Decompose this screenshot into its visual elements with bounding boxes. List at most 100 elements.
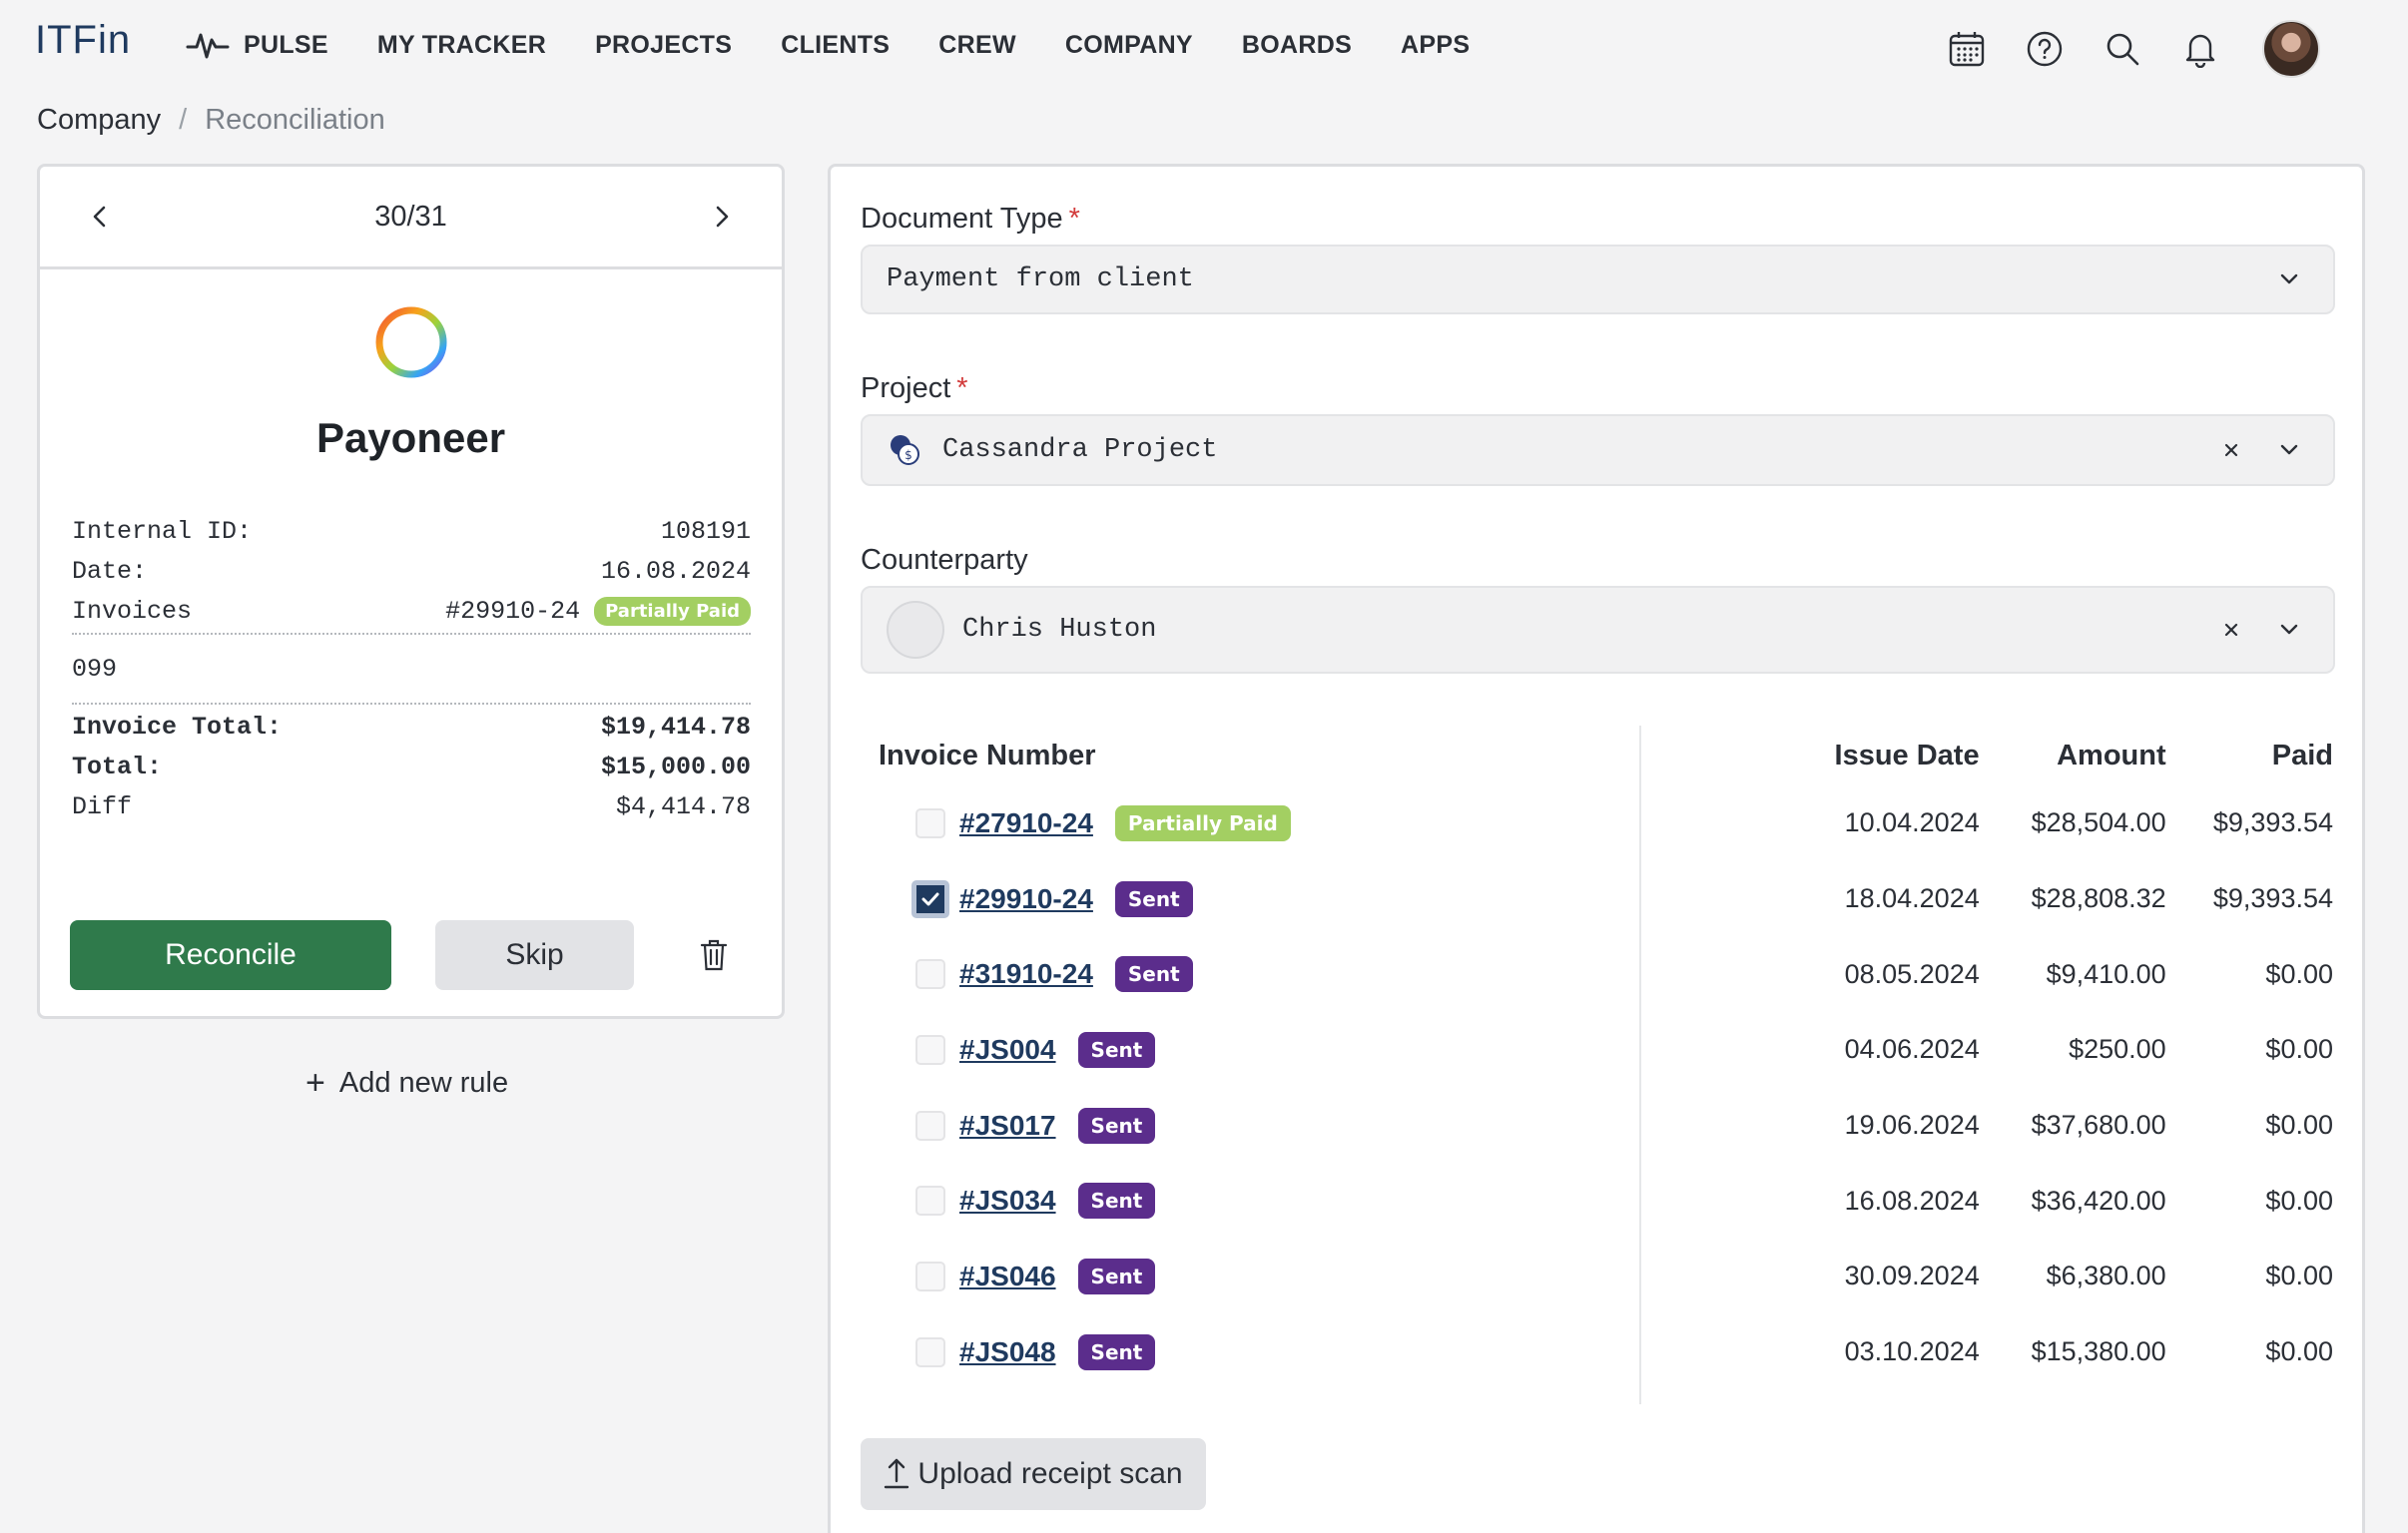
plus-icon: + xyxy=(305,1064,325,1102)
chevron-down-icon[interactable] xyxy=(2269,259,2309,299)
search-icon[interactable] xyxy=(2103,29,2142,69)
status-badge: Sent xyxy=(1077,1031,1156,1068)
amount-cell: $36,420.00 xyxy=(2031,1185,2166,1216)
detail-label: Date: xyxy=(72,556,148,586)
row-checkbox[interactable] xyxy=(915,1186,945,1217)
nav-items: PULSE MY TRACKER PROJECTS CLIENTS CREW C… xyxy=(186,28,1518,62)
header-paid[interactable]: Paid xyxy=(2271,739,2333,771)
upload-receipt-button[interactable]: Upload receipt scan xyxy=(861,1438,1206,1510)
counterparty-label: Counterparty xyxy=(861,544,1028,576)
amount-cell: $28,504.00 xyxy=(2031,807,2166,838)
row-checkbox[interactable] xyxy=(911,879,949,918)
row-checkbox[interactable] xyxy=(915,1261,945,1291)
row-checkbox[interactable] xyxy=(915,807,945,838)
amount-cell: $15,380.00 xyxy=(2031,1336,2166,1367)
chevron-down-icon[interactable] xyxy=(2269,430,2309,470)
clear-icon[interactable] xyxy=(2211,610,2251,650)
pulse-icon xyxy=(186,33,230,59)
pager-count: 30/31 xyxy=(374,200,447,233)
invoice-cell: #JS048 Sent xyxy=(879,1333,1645,1370)
issue-date-cell: 03.10.2024 xyxy=(1844,1336,1980,1367)
nav-crew[interactable]: CREW xyxy=(938,30,1016,59)
field-label-text: Project xyxy=(861,372,951,404)
project-icon: $ xyxy=(891,435,919,465)
invoice-cell: #31910-24 Sent xyxy=(879,956,1645,993)
row-checkbox[interactable] xyxy=(915,959,945,990)
total-value: $15,000.00 xyxy=(600,752,751,781)
amount-cell: $250.00 xyxy=(2069,1034,2166,1065)
delete-button[interactable] xyxy=(694,935,734,975)
status-badge: Sent xyxy=(1114,880,1193,917)
invoice-link[interactable]: #JS046 xyxy=(959,1260,1056,1291)
detail-row-invoices: Invoices #29910-24 Partially Paid xyxy=(72,591,751,631)
divider xyxy=(72,633,751,635)
help-icon[interactable] xyxy=(2025,29,2065,69)
nav-boards[interactable]: BOARDS xyxy=(1241,30,1353,59)
counterparty-select[interactable]: Chris Huston xyxy=(861,586,2335,674)
row-checkbox[interactable] xyxy=(915,1336,945,1367)
nav-company[interactable]: COMPANY xyxy=(1064,30,1193,59)
table-row: #JS046 Sent 30.09.2024 $6,380.00 $0.00 xyxy=(879,1239,2333,1314)
bell-icon[interactable] xyxy=(2180,29,2220,69)
invoice-cell: #JS046 Sent xyxy=(879,1258,1645,1294)
issue-date-cell: 08.05.2024 xyxy=(1844,958,1980,989)
header-invoice-number[interactable]: Invoice Number xyxy=(879,739,1096,771)
header-issue-date[interactable]: Issue Date xyxy=(1834,739,1980,771)
document-type-select[interactable]: Payment from client xyxy=(861,245,2335,314)
detail-label: Diff xyxy=(72,791,133,821)
project-select[interactable]: $ Cassandra Project xyxy=(861,414,2335,486)
transaction-details: Internal ID: 108191 Date: 16.08.2024 Inv… xyxy=(72,511,751,826)
nav-my-tracker[interactable]: MY TRACKER xyxy=(376,30,547,59)
clear-icon[interactable] xyxy=(2211,430,2251,470)
nav-pulse[interactable]: PULSE xyxy=(186,28,328,62)
invoice-total-value: $19,414.78 xyxy=(600,712,751,742)
detail-label: Internal ID: xyxy=(72,516,253,546)
breadcrumb-company[interactable]: Company xyxy=(37,104,162,136)
invoice-link[interactable]: #JS017 xyxy=(959,1109,1056,1141)
row-checkbox[interactable] xyxy=(915,1110,945,1141)
chevron-down-icon[interactable] xyxy=(2269,610,2309,650)
app-logo[interactable]: ITFin xyxy=(35,18,132,62)
svg-text:$: $ xyxy=(904,448,912,462)
document-type-label: Document Type * xyxy=(861,203,1080,236)
paid-cell: $9,393.54 xyxy=(2212,883,2333,914)
detail-row-diff: Diff $4,414.78 xyxy=(72,786,751,826)
invoice-number[interactable]: #29910-24 xyxy=(445,596,581,626)
reconciliation-form: Document Type * Payment from client Proje… xyxy=(828,164,2365,1533)
project-label: Project * xyxy=(861,372,968,405)
invoice-cell: #29910-24 Sent xyxy=(879,879,1645,918)
row-checkbox[interactable] xyxy=(915,1034,945,1065)
required-marker: * xyxy=(1068,203,1080,235)
user-avatar[interactable] xyxy=(2262,20,2320,78)
invoice-link[interactable]: #JS048 xyxy=(959,1335,1056,1367)
amount-cell: $6,380.00 xyxy=(2046,1261,2166,1291)
vendor-name: Payoneer xyxy=(315,414,506,461)
prev-button[interactable] xyxy=(80,197,120,237)
nav-label: PULSE xyxy=(244,30,328,59)
skip-button[interactable]: Skip xyxy=(435,920,634,990)
detail-label: Invoices xyxy=(72,596,193,626)
invoice-cell: #27910-24 Partially Paid xyxy=(879,804,1645,841)
invoice-link[interactable]: #29910-24 xyxy=(959,882,1093,914)
paid-cell: $0.00 xyxy=(2265,958,2333,989)
nav-apps[interactable]: APPS xyxy=(1401,30,1471,59)
invoice-link[interactable]: #27910-24 xyxy=(959,806,1093,838)
detail-row-date: Date: 16.08.2024 xyxy=(72,551,751,591)
status-badge: Sent xyxy=(1114,956,1193,993)
chevron-left-icon xyxy=(93,206,106,228)
date-value: 16.08.2024 xyxy=(600,556,751,586)
paid-cell: $0.00 xyxy=(2265,1034,2333,1065)
add-new-rule-button[interactable]: + Add new rule xyxy=(305,1064,508,1103)
calendar-icon[interactable] xyxy=(1947,29,1987,69)
nav-clients[interactable]: CLIENTS xyxy=(781,30,891,59)
reconcile-button[interactable]: Reconcile xyxy=(70,920,391,990)
diff-value: $4,414.78 xyxy=(615,791,751,821)
invoice-link[interactable]: #JS034 xyxy=(959,1185,1056,1217)
nav-projects[interactable]: PROJECTS xyxy=(595,30,733,59)
next-button[interactable] xyxy=(702,197,742,237)
divider xyxy=(72,703,751,705)
add-rule-label: Add new rule xyxy=(338,1067,509,1099)
invoice-link[interactable]: #JS004 xyxy=(959,1033,1056,1065)
invoice-link[interactable]: #31910-24 xyxy=(959,958,1093,990)
header-amount[interactable]: Amount xyxy=(2057,739,2166,771)
